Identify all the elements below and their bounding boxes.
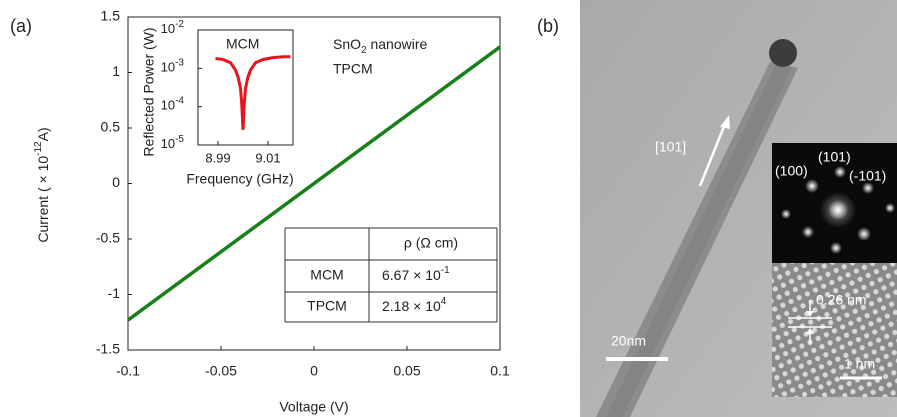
annotation-part: SnO [333,36,361,52]
y-axis-label-part: A) [35,127,51,141]
tem-image: [101] 20nm (100) (101) (-101) 0.26 nm 1 … [580,0,897,417]
x-tick-label: 9.01 [255,150,280,165]
y-axis-label-part: Current ( × 10 [35,156,51,243]
table-cell: 2.18 × 104 [382,296,447,314]
direction-label: [101] [655,139,686,155]
table-cell: 6.67 × 10-1 [382,265,450,283]
figure: (a) (b) ρ (Ω cm) MCM 6.67 × 10-1 TPCM 2.… [0,0,897,417]
mantissa: 6.67 × 10 [382,267,441,283]
y-axis-label: Current ( × 10-12A) [33,127,51,242]
spacing-label: 0.26 nm [816,292,867,308]
y-tick-label-part: 10 [161,98,175,113]
table-header: ρ (Ω cm) [404,235,458,251]
inset-label: MCM [226,36,259,52]
y-tick-label-part: 10 [161,21,175,36]
y-tick-label: -0.5 [96,230,120,246]
exponent: -1 [441,265,450,276]
x-tick-label: 0 [310,363,318,379]
y-tick-label: 10-2 [161,19,185,37]
y-tick-label: 1 [112,63,120,79]
y-tick-label-part: -3 [175,57,184,68]
y-axis-label: Reflected Power (W) [141,27,157,156]
y-tick-label: 10-4 [161,95,185,113]
x-tick-label: -0.05 [205,363,237,379]
y-axis-label-part: -12 [33,141,44,156]
x-tick-label: 0.1 [490,363,510,379]
exponent: 4 [441,296,447,307]
scale-bar-label: 1 nm [844,356,875,372]
y-tick-label-part: -5 [175,134,184,145]
x-tick-label: 8.99 [205,150,230,165]
y-tick-label-part: 10 [161,60,175,75]
fft-label: (100) [775,163,808,179]
fft-label: (-101) [849,168,886,184]
y-tick-label-part: 10 [161,136,175,151]
y-tick-label: 1.5 [101,8,121,24]
y-tick-label: -1.5 [96,341,120,357]
scale-bar-label: 20nm [611,333,646,349]
y-tick-label-part: -2 [175,19,184,30]
y-tick-label: 10-5 [161,134,185,152]
x-tick-label: 0.05 [393,363,420,379]
mantissa: 2.18 × 10 [382,298,441,314]
y-tick-label: 10-3 [161,57,185,75]
x-tick-label: -0.1 [116,363,140,379]
annotation-part: nanowire [367,36,428,52]
annotation: SnO2 nanowire [333,36,427,56]
y-tick-label-part: -4 [175,95,184,106]
y-tick-label: -1 [108,285,121,301]
y-tick-label: 0.5 [101,119,121,135]
x-axis-label: Frequency (GHz) [186,171,293,187]
panel-label: (b) [537,16,559,36]
fft-label: (101) [818,149,851,165]
table-cell: TPCM [307,298,347,314]
y-tick-label: 0 [112,174,120,190]
panel-label: (a) [10,16,32,36]
table-cell: MCM [310,267,343,283]
annotation: TPCM [333,61,373,77]
x-axis-label: Voltage (V) [279,399,348,415]
